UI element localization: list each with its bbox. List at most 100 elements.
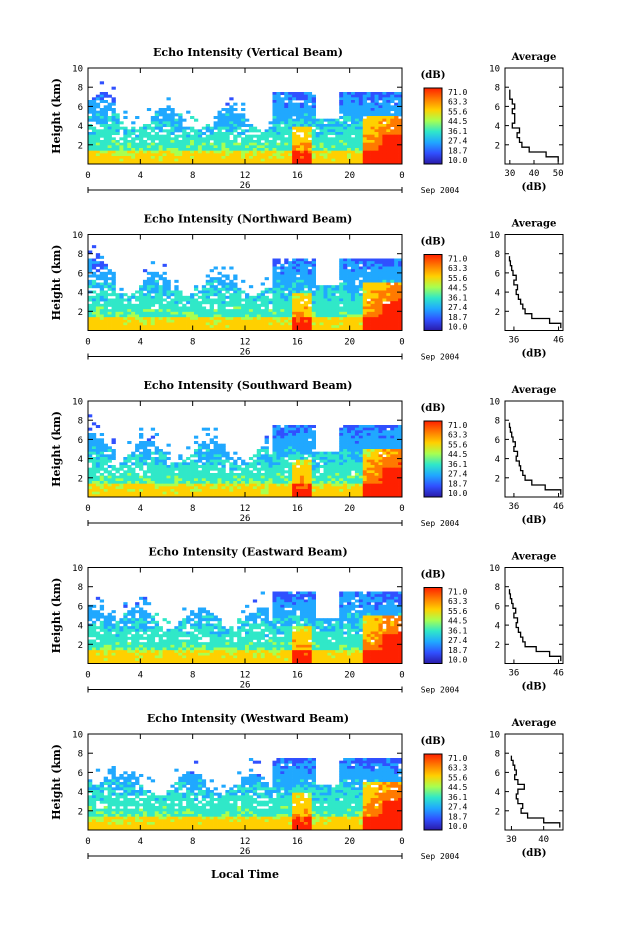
heatmap-cell bbox=[99, 116, 105, 120]
heatmap-cell bbox=[280, 263, 285, 267]
heatmap-cell bbox=[382, 105, 387, 109]
heatmap-cell bbox=[225, 113, 230, 117]
profile-x-tick-label: 46 bbox=[553, 336, 564, 346]
heatmap-cell bbox=[354, 470, 360, 474]
heatmap-cell bbox=[374, 443, 379, 447]
heatmap-cell bbox=[217, 470, 222, 474]
heatmap-cell bbox=[370, 306, 375, 310]
heatmap-cell bbox=[276, 465, 281, 469]
heatmap-cell bbox=[386, 483, 391, 487]
heatmap-cell bbox=[182, 150, 187, 154]
heatmap-cell bbox=[307, 285, 313, 289]
heatmap-cell bbox=[158, 118, 163, 122]
heatmap-cell bbox=[111, 483, 116, 487]
heatmap-cell bbox=[354, 459, 360, 463]
heatmap-cell bbox=[158, 161, 163, 165]
heatmap-cell bbox=[127, 327, 132, 331]
heatmap-cell bbox=[158, 459, 163, 463]
heatmap-cell bbox=[272, 287, 277, 291]
heatmap-cell bbox=[248, 319, 254, 323]
heatmap-cell bbox=[276, 483, 281, 487]
heatmap-cell bbox=[245, 161, 250, 165]
heatmap-cell bbox=[299, 124, 305, 128]
heatmap-cell bbox=[115, 317, 120, 321]
heatmap-cell bbox=[323, 319, 328, 323]
heatmap-cell bbox=[394, 271, 399, 275]
heatmap-cell bbox=[264, 137, 269, 141]
heatmap-cell bbox=[229, 282, 234, 286]
heatmap-cell bbox=[154, 433, 159, 437]
heatmap-cell bbox=[394, 306, 399, 310]
heatmap-cell bbox=[139, 467, 144, 471]
heatmap-cell bbox=[252, 475, 258, 479]
heatmap-cell bbox=[233, 478, 238, 482]
heatmap-cell bbox=[288, 301, 293, 305]
heatmap-cell bbox=[99, 481, 105, 485]
heatmap-cell bbox=[354, 478, 360, 482]
heatmap-cell bbox=[146, 124, 152, 128]
heatmap-cell bbox=[272, 263, 277, 267]
heatmap-cell bbox=[311, 309, 316, 313]
heatmap-cell bbox=[276, 285, 281, 289]
heatmap-cell bbox=[382, 425, 387, 429]
heatmap-cell bbox=[280, 266, 285, 270]
heatmap-cell bbox=[382, 277, 387, 281]
heatmap-cell bbox=[299, 325, 305, 329]
heatmap-cell bbox=[205, 124, 211, 128]
heatmap-cell bbox=[374, 303, 379, 307]
heatmap-cell bbox=[374, 129, 379, 133]
heatmap bbox=[88, 245, 403, 331]
heatmap-cell bbox=[311, 277, 316, 281]
heatmap-cell bbox=[264, 145, 269, 149]
heatmap-cell bbox=[323, 491, 328, 495]
heatmap-cell bbox=[221, 301, 226, 305]
heatmap-cell bbox=[107, 481, 112, 485]
heatmap-cell bbox=[182, 494, 187, 498]
heatmap-cell bbox=[213, 121, 218, 125]
heatmap-cell bbox=[99, 438, 105, 442]
heatmap-cell bbox=[111, 132, 116, 136]
heatmap-cell bbox=[288, 325, 293, 329]
heatmap-cell bbox=[386, 473, 391, 477]
heatmap-cell bbox=[288, 134, 293, 138]
heatmap-cell bbox=[280, 271, 285, 275]
heatmap-cell bbox=[99, 486, 105, 490]
heatmap-cell bbox=[217, 287, 222, 291]
heatmap-cell bbox=[217, 325, 222, 329]
heatmap-cell bbox=[150, 282, 156, 286]
heatmap-cell bbox=[374, 478, 379, 482]
heatmap-cell bbox=[264, 446, 269, 450]
heatmap-cell bbox=[225, 118, 230, 122]
heatmap-cell bbox=[186, 110, 191, 114]
heatmap-cell bbox=[303, 113, 309, 117]
heatmap-cell bbox=[150, 325, 156, 329]
heatmap-cell bbox=[343, 140, 348, 144]
heatmap-cell bbox=[88, 142, 93, 146]
heatmap-cell bbox=[296, 258, 301, 262]
heatmap-cell bbox=[354, 137, 360, 141]
heatmap-cell bbox=[292, 298, 297, 302]
heatmap-cell bbox=[146, 441, 152, 445]
heatmap-cell bbox=[127, 311, 132, 315]
heatmap-cell bbox=[335, 148, 340, 152]
heatmap-cell bbox=[335, 303, 340, 307]
heatmap-cell bbox=[299, 121, 305, 125]
heatmap-cell bbox=[256, 322, 262, 326]
heatmap-cell bbox=[339, 459, 344, 463]
heatmap-cell bbox=[382, 438, 387, 442]
heatmap-cell bbox=[248, 145, 254, 149]
heatmap-cell bbox=[288, 427, 293, 431]
heatmap-cell bbox=[142, 153, 148, 157]
heatmap-cell bbox=[303, 142, 309, 146]
heatmap-cell bbox=[213, 156, 218, 160]
heatmap-cell bbox=[162, 494, 167, 498]
heatmap-cell bbox=[127, 314, 132, 318]
heatmap-cell bbox=[88, 478, 93, 482]
heatmap-cell bbox=[111, 309, 116, 313]
heatmap-cell bbox=[186, 317, 191, 321]
heatmap-cell bbox=[190, 309, 195, 313]
heatmap-cell bbox=[178, 290, 183, 294]
heatmap-cell bbox=[209, 467, 214, 471]
heatmap-cell bbox=[335, 311, 340, 315]
heatmap-cell bbox=[150, 459, 156, 463]
